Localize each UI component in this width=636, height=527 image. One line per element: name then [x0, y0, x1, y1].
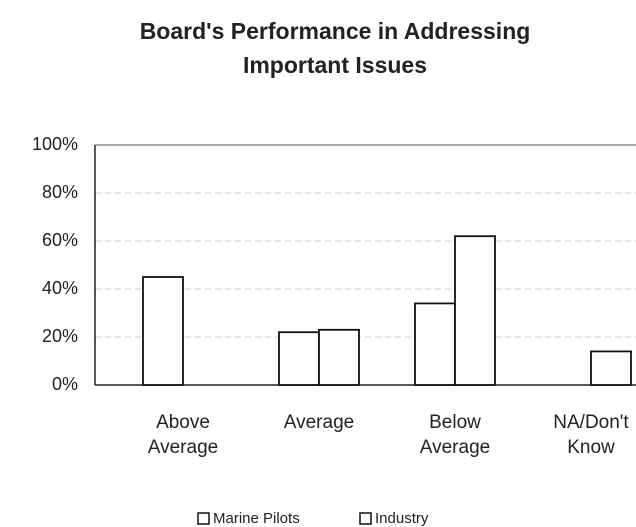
bar: [414, 302, 456, 386]
bar: [318, 328, 360, 386]
x-tick-label: Above Average: [147, 412, 219, 458]
legend-swatch: [359, 512, 372, 525]
y-tick-label: 20%: [42, 326, 78, 346]
x-tick-label: Average: [283, 412, 355, 433]
x-tick-label: NA/Don't Know: [553, 412, 629, 458]
legend-swatch: [197, 512, 210, 525]
legend-label: Marine Pilots: [213, 510, 300, 527]
chart-title: Board's Performance in Addressing Import…: [139, 18, 531, 78]
legend-label: Industry: [375, 510, 429, 527]
y-tick-label: 60%: [42, 230, 78, 250]
y-tick-label: 40%: [42, 278, 78, 298]
bar: [454, 235, 496, 386]
bar: [278, 331, 320, 386]
x-tick-label: Below Average: [419, 412, 491, 458]
y-tick-label: 80%: [42, 182, 78, 202]
y-tick-label: 100%: [32, 134, 78, 154]
y-tick-label: 0%: [52, 374, 78, 394]
bar: [590, 350, 632, 386]
bar: [142, 276, 184, 386]
